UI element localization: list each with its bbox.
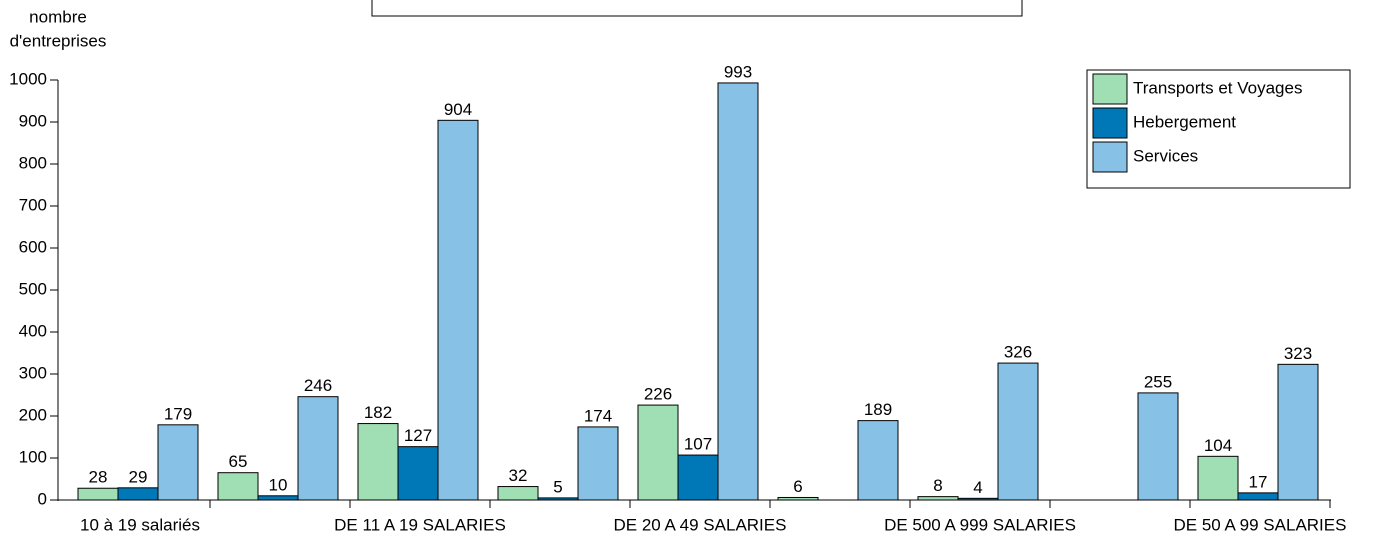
data-label: 326 (1004, 343, 1032, 362)
bar (397, 446, 439, 501)
y-tick-label: 200 (19, 405, 47, 424)
x-tick-label: DE 50 A 99 SALARIES (1174, 515, 1347, 534)
bar (1277, 363, 1319, 501)
data-label: 29 (129, 467, 148, 486)
bar (857, 420, 899, 501)
legend-swatch (1092, 107, 1128, 139)
bar (917, 496, 959, 501)
data-label: 174 (584, 406, 612, 425)
data-label: 65 (229, 452, 248, 471)
data-label: 5 (553, 477, 562, 496)
bar (217, 472, 259, 501)
y-tick-label: 700 (19, 195, 47, 214)
legend-label: Services (1133, 146, 1198, 165)
data-label: 10 (269, 475, 288, 494)
bar (957, 497, 999, 501)
bar (777, 496, 819, 501)
data-label: 323 (1284, 344, 1312, 363)
bar (537, 497, 579, 501)
bar (117, 487, 159, 501)
y-tick-label: 600 (19, 237, 47, 256)
x-tick-label: DE 20 A 49 SALARIES (614, 515, 787, 534)
y-tick-label: 100 (19, 447, 47, 466)
data-label: 32 (509, 466, 528, 485)
data-label: 28 (89, 468, 108, 487)
legend-swatch (1092, 73, 1128, 105)
bar (677, 454, 719, 501)
bar (437, 119, 479, 501)
bar (1237, 492, 1279, 501)
data-label: 993 (724, 62, 752, 81)
bar (1137, 392, 1179, 501)
legend-label: Hebergement (1133, 112, 1236, 131)
data-label: 904 (444, 100, 472, 119)
bar (717, 82, 759, 501)
title-box (371, 0, 1023, 17)
bar (997, 362, 1039, 501)
data-label: 107 (684, 435, 712, 454)
bar (357, 423, 399, 501)
data-label: 4 (973, 478, 982, 497)
bar (637, 404, 679, 501)
x-tick-label: DE 500 A 999 SALARIES (884, 515, 1076, 534)
legend-box (1086, 69, 1351, 189)
y-tick-label: 900 (19, 111, 47, 130)
y-tick-label: 300 (19, 363, 47, 382)
y-axis-label: nombre (29, 7, 87, 26)
data-label: 179 (164, 404, 192, 423)
data-label: 189 (864, 400, 892, 419)
data-label: 182 (364, 403, 392, 422)
y-axis-label: d'entreprises (10, 31, 107, 50)
bar (1197, 455, 1239, 501)
bar (77, 487, 119, 501)
y-tick-label: 1000 (9, 69, 47, 88)
legend-label: Transports et Voyages (1133, 78, 1302, 97)
legend-swatch (1092, 141, 1128, 173)
data-label: 104 (1204, 436, 1232, 455)
data-label: 127 (404, 426, 432, 445)
x-tick-label: DE 11 A 19 SALARIES (334, 515, 506, 534)
bar (497, 486, 539, 501)
y-tick-label: 0 (38, 489, 47, 508)
bar (297, 396, 339, 501)
bar (577, 426, 619, 501)
data-label: 226 (644, 385, 672, 404)
bar (257, 495, 299, 501)
y-tick-label: 800 (19, 153, 47, 172)
data-label: 6 (793, 477, 802, 496)
data-label: 8 (933, 476, 942, 495)
y-tick-label: 500 (19, 279, 47, 298)
y-tick-label: 400 (19, 321, 47, 340)
bar (157, 424, 199, 501)
data-label: 255 (1144, 372, 1172, 391)
data-label: 246 (304, 376, 332, 395)
data-label: 17 (1249, 472, 1268, 491)
x-tick-label: 10 à 19 salariés (80, 515, 200, 534)
